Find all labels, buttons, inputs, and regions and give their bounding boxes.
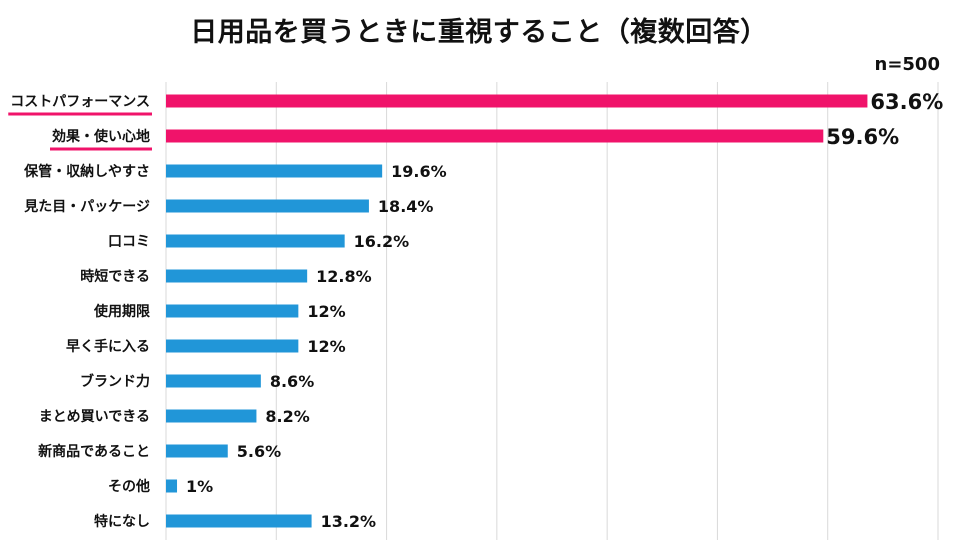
value-label-8: 8.6% <box>270 372 314 391</box>
value-label-3: 18.4% <box>378 197 434 216</box>
value-label-5: 12.8% <box>316 267 372 286</box>
value-label-11: 1% <box>186 477 213 496</box>
value-label-6: 12% <box>307 302 345 321</box>
bar-1 <box>166 129 824 143</box>
bar-4 <box>166 234 345 248</box>
bar-0 <box>166 94 868 108</box>
bar-10 <box>166 444 228 458</box>
value-label-1: 59.6% <box>826 125 899 149</box>
bar-3 <box>166 199 369 213</box>
category-label-4: 口コミ <box>108 234 150 250</box>
bar-8 <box>166 374 261 388</box>
bar-7 <box>166 339 299 353</box>
value-label-7: 12% <box>307 337 345 356</box>
bar-6 <box>166 304 299 318</box>
category-label-11: その他 <box>108 478 150 495</box>
category-label-8: ブランド力 <box>80 373 150 390</box>
bar-9 <box>166 409 257 423</box>
bar-11 <box>166 479 178 493</box>
category-label-6: 使用期限 <box>93 303 150 320</box>
value-label-4: 16.2% <box>354 232 410 251</box>
value-label-12: 13.2% <box>321 512 377 531</box>
bar-5 <box>166 269 308 283</box>
sample-size-label: n=500 <box>874 54 940 75</box>
category-label-7: 早く手に入る <box>66 338 150 355</box>
value-label-0: 63.6% <box>870 90 943 114</box>
category-label-5: 時短できる <box>80 268 150 285</box>
category-label-3: 見た目・パッケージ <box>23 199 150 215</box>
value-label-9: 8.2% <box>265 407 309 426</box>
category-label-0: コストパフォーマンス <box>10 94 150 110</box>
chart-title: 日用品を買うときに重視すること（複数回答） <box>190 17 768 48</box>
value-label-10: 5.6% <box>237 442 281 461</box>
category-label-9: まとめ買いできる <box>39 409 150 425</box>
category-label-12: 特になし <box>94 513 150 530</box>
category-label-10: 新商品であること <box>38 443 150 460</box>
category-label-2: 保管・収納しやすさ <box>23 163 150 180</box>
bar-2 <box>166 164 383 178</box>
bar-12 <box>166 514 312 528</box>
category-label-1: 効果・使い心地 <box>52 128 150 145</box>
value-label-2: 19.6% <box>391 162 447 181</box>
